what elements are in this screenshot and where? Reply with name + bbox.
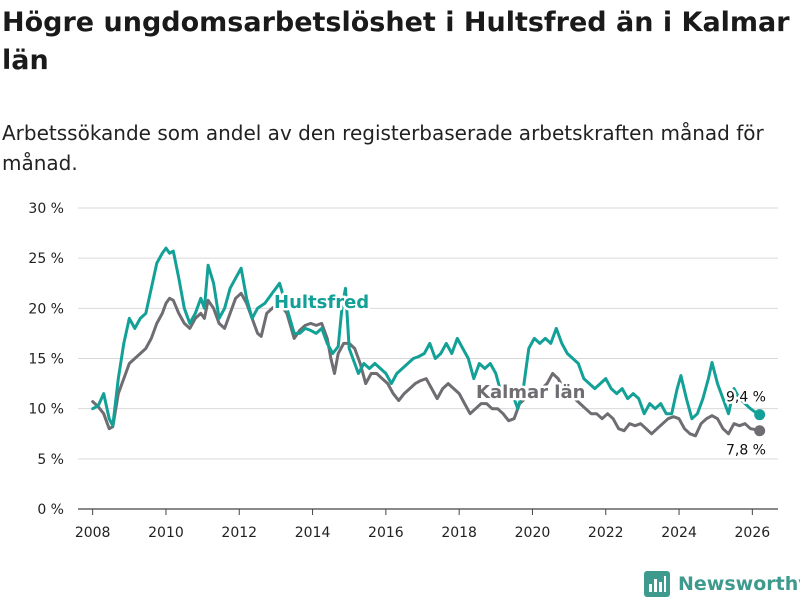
x-tick-label: 2014 — [295, 525, 331, 541]
y-tick-label: 0 % — [37, 502, 64, 518]
axes: 0 % 5 % 10 % 15 % 20 % 25 % 30 % 2008 2010 2012 20… — [28, 201, 770, 541]
y-tick-label: 30 % — [28, 201, 64, 217]
kalmar-line — [91, 291, 762, 438]
x-tick-label: 2012 — [221, 525, 257, 541]
series — [91, 246, 766, 438]
brand-name: Newsworthy — [678, 573, 800, 595]
kalmar-end-dot — [754, 425, 766, 437]
kalmar-last-value: 7,8 % — [726, 443, 766, 459]
hultsfred-series-label: Hultsfred — [274, 292, 369, 313]
x-tick-label: 2026 — [735, 525, 771, 541]
x-tick-label: 2024 — [661, 525, 697, 541]
x-tick-label: 2020 — [515, 525, 551, 541]
x-tick-label: 2018 — [441, 525, 477, 541]
gridlines — [78, 207, 778, 510]
x-tick-label: 2016 — [368, 525, 404, 541]
hultsfred-end-dot — [754, 409, 766, 421]
x-tick-label: 2008 — [75, 525, 111, 541]
y-tick-label: 15 % — [28, 352, 64, 368]
bar-chart-logo-icon — [644, 571, 670, 597]
y-tick-label: 5 % — [37, 452, 64, 468]
chart-subtitle: Arbetssökande som andel av den registerb… — [2, 121, 764, 175]
y-tick-label: 20 % — [28, 301, 64, 317]
y-tick-label: 10 % — [28, 402, 64, 418]
kalmar-series-label: Kalmar län — [476, 382, 585, 403]
x-tick-label: 2022 — [588, 525, 624, 541]
newsworthy-logo: Newsworthy — [644, 568, 800, 600]
y-tick-label: 25 % — [28, 251, 64, 267]
hultsfred-last-value: 9,4 % — [726, 390, 766, 406]
x-tick-label: 2010 — [148, 525, 184, 541]
hultsfred-line — [91, 246, 762, 428]
series-labels: Hultsfred Kalmar län 9,4 % 7,8 % — [272, 290, 769, 462]
chart-title: Högre ungdomsarbetslöshet i Hultsfred än… — [2, 7, 790, 76]
